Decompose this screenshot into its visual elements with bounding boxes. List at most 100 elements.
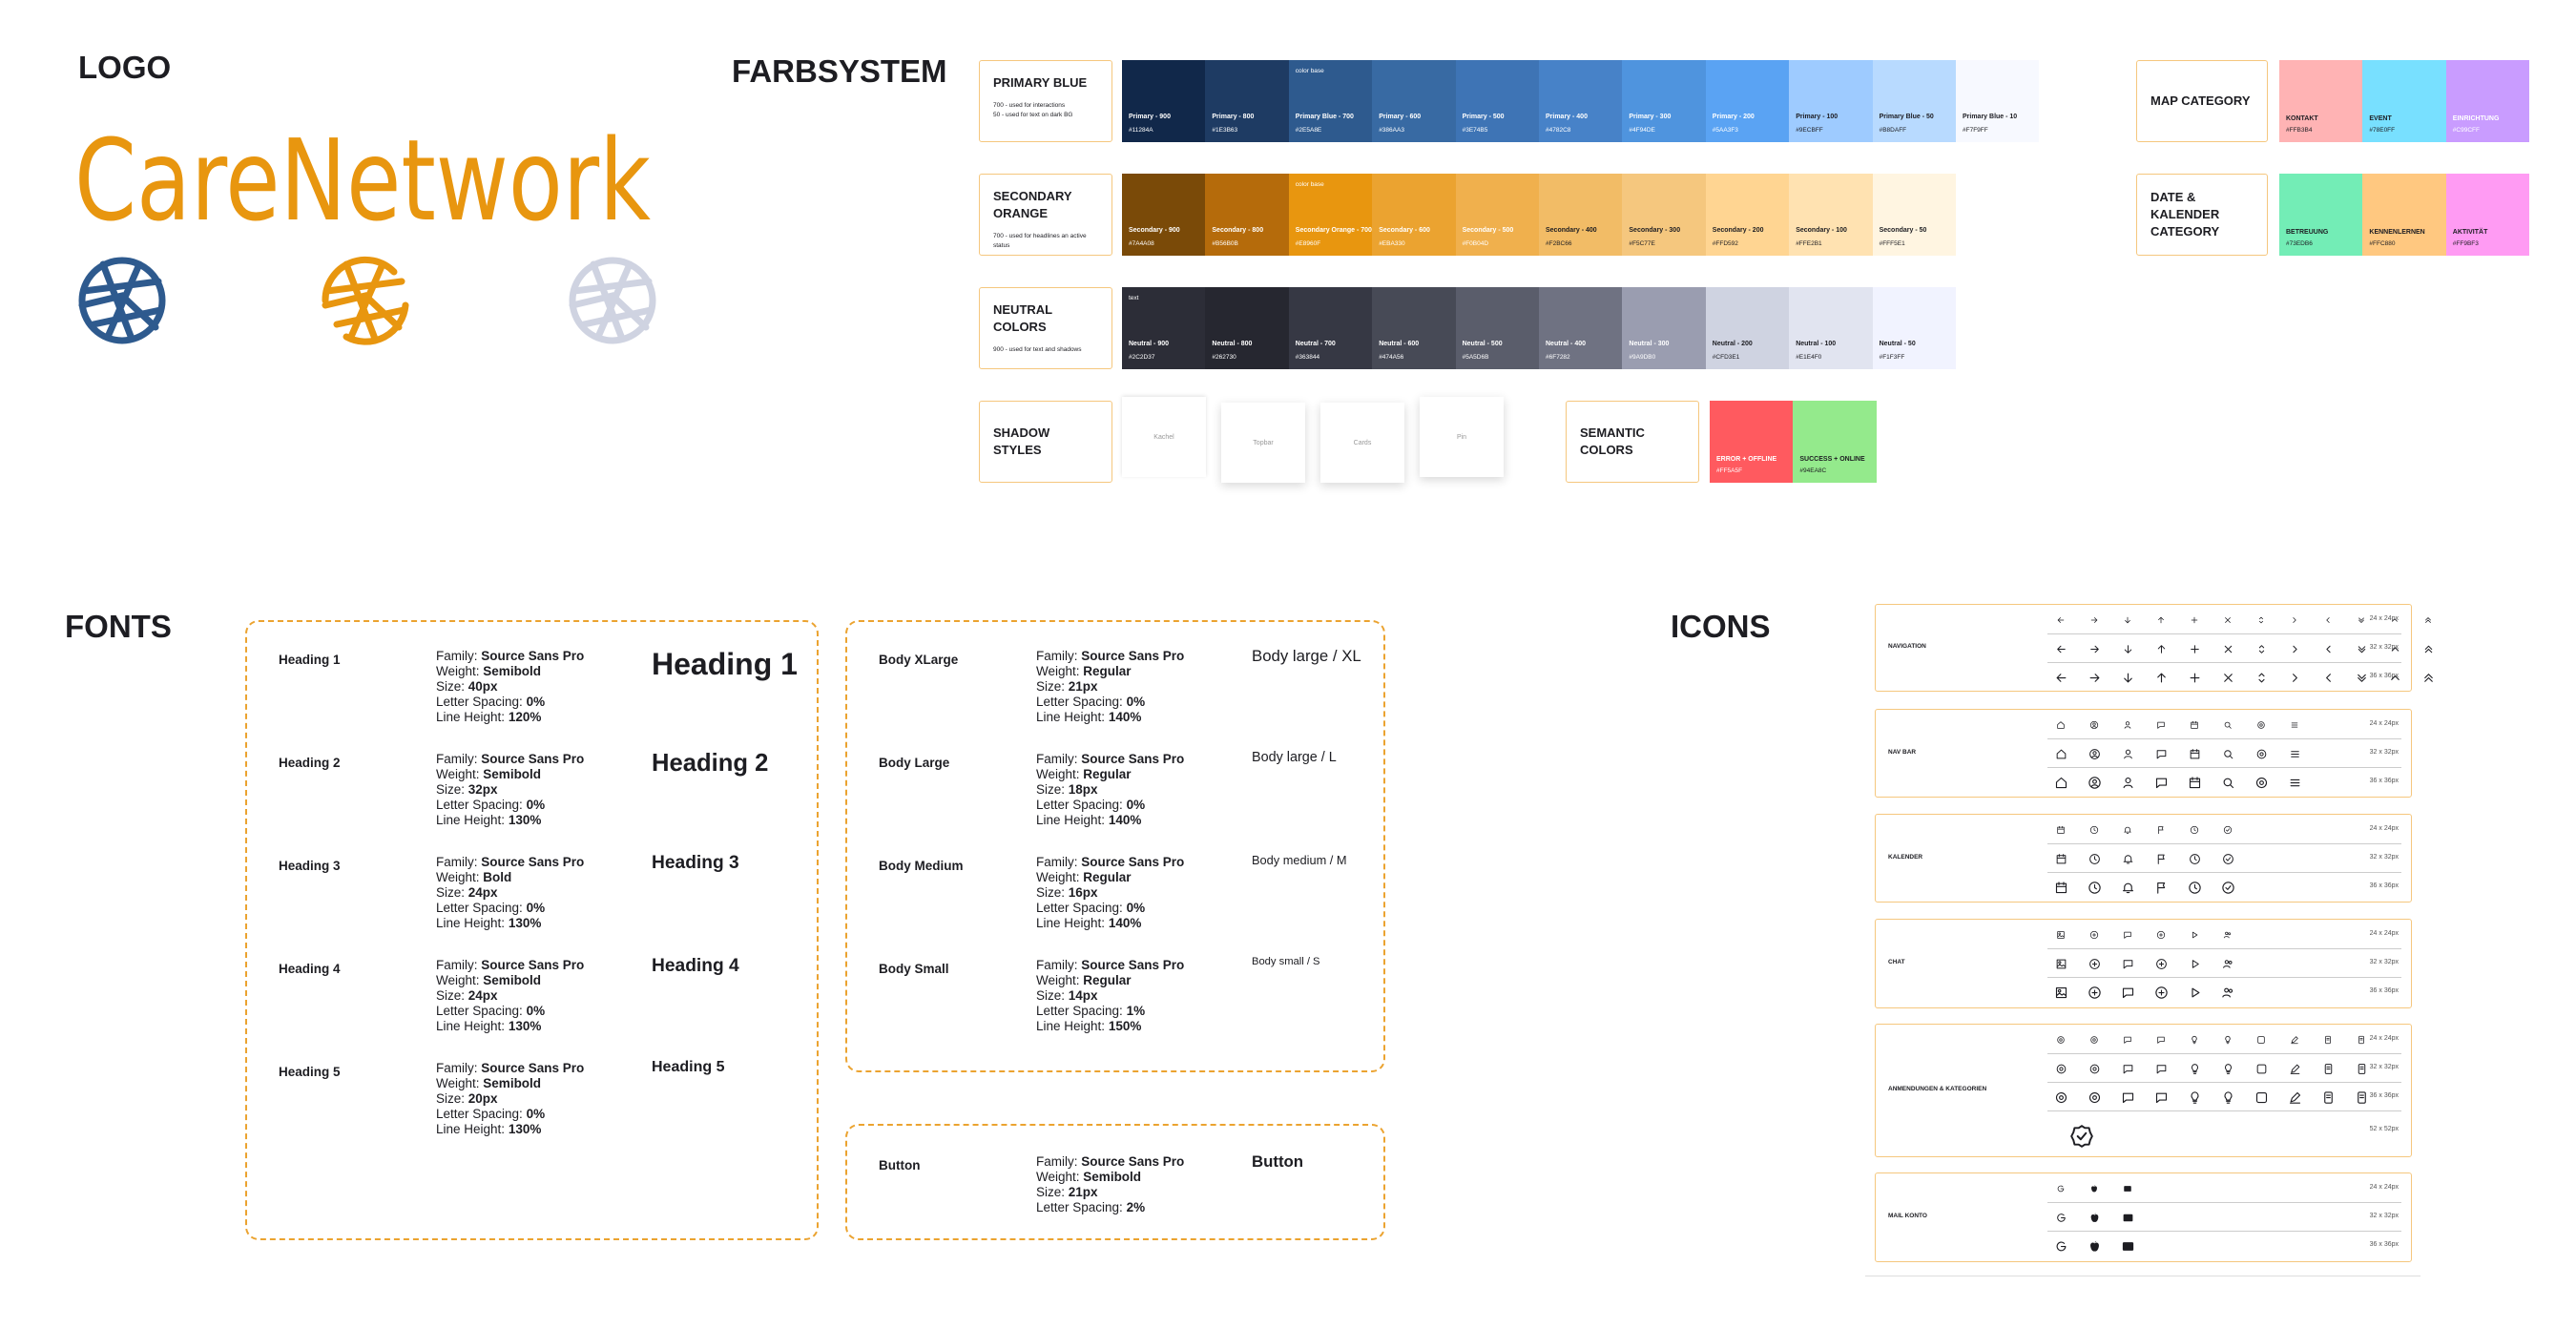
icon-group-label: NAV BAR — [1888, 748, 1917, 756]
icon-shape — [2323, 1090, 2333, 1104]
icon — [2191, 987, 2199, 997]
icon — [2291, 722, 2298, 728]
swatch: Secondary - 300 #F5C77E — [1622, 174, 1706, 256]
swatch-tag: color base — [1295, 68, 1324, 74]
spec-label: Letter Spacing: — [1036, 901, 1123, 915]
icon-shape — [2191, 987, 2199, 997]
spec-value: Regular — [1083, 973, 1132, 987]
icon — [2358, 617, 2364, 623]
icon — [2055, 1091, 2067, 1103]
section-title: FARBSYSTEM — [732, 53, 947, 89]
icon — [2056, 1213, 2066, 1222]
spec-value: 0% — [526, 798, 546, 812]
spec-value: 40px — [467, 679, 498, 694]
icon — [2158, 826, 2164, 835]
icon-shape — [2154, 986, 2168, 999]
spec-line: Size: 14px — [1036, 988, 1184, 1004]
size-label: 24 x 24px — [2369, 720, 2399, 727]
swatch-hex: #F0B04D — [1462, 240, 1489, 247]
spec-line: Family: Source Sans Pro — [436, 649, 584, 664]
swatch-hex: #2C2D37 — [1129, 354, 1155, 361]
icon-shape — [2156, 882, 2165, 894]
size-label: 24 x 24px — [2369, 930, 2399, 937]
spec-value: Source Sans Pro — [481, 958, 585, 972]
icon-shape — [2125, 616, 2130, 624]
swatch-hex: #B8DAFF — [1879, 127, 1907, 134]
icon — [2221, 881, 2234, 894]
icon — [2088, 853, 2100, 864]
swatch-hex: #FFB3B4 — [2286, 127, 2313, 134]
spec-label: Line Height: — [1036, 813, 1106, 827]
swatch-hex: #E1E4F0 — [1796, 354, 1822, 361]
swatch-hex: #C99CFF — [2452, 127, 2480, 134]
spec-line: Family: Source Sans Pro — [1036, 649, 1184, 664]
swatch-hex: #CFD3E1 — [1712, 354, 1740, 361]
swatch-hex: #F2BC66 — [1546, 240, 1572, 247]
icon-shape — [2056, 673, 2066, 682]
spec-value: Semibold — [483, 664, 542, 678]
icon-shape — [2423, 673, 2433, 682]
icon — [2291, 1036, 2298, 1045]
font-specs: Family: Source Sans Pro Weight: Semibold S… — [436, 1061, 584, 1137]
swatch-name: AKTIVITÄT — [2452, 229, 2488, 236]
icon — [2191, 720, 2198, 729]
icon-shape — [2189, 776, 2200, 788]
icon — [2257, 1036, 2265, 1044]
icon — [2223, 778, 2233, 788]
icon — [2222, 959, 2233, 968]
icon — [2190, 1090, 2199, 1104]
swatch: Secondary - 600 #EBA330 — [1372, 174, 1456, 256]
spec-value: 2% — [1126, 1200, 1146, 1214]
icon-shape — [2124, 1186, 2131, 1192]
row-line — [2047, 633, 2401, 634]
icon — [2056, 749, 2066, 758]
swatch-hex: #6F7282 — [1546, 354, 1570, 361]
font-specs: Family: Source Sans Pro Weight: Regular Si… — [1036, 752, 1184, 828]
spec-label: Letter Spacing: — [1036, 1004, 1123, 1018]
spec-line: Weight: Semibold — [436, 973, 584, 988]
spec-value: 20px — [467, 1091, 498, 1106]
spec-value: Source Sans Pro — [481, 1061, 585, 1075]
font-panel: Heading 1 Family: Source Sans Pro Weight: … — [245, 620, 819, 1240]
icon — [2325, 645, 2331, 653]
label: PRIMARY BLUE — [993, 75, 1088, 90]
swatch-name: Neutral - 800 — [1212, 341, 1253, 347]
spec-label: Family: — [1036, 752, 1078, 766]
swatch: Secondary - 100 #FFE2B1 — [1789, 174, 1873, 256]
icon-shape — [2088, 853, 2100, 864]
spec-line: Line Height: 130% — [436, 813, 584, 828]
icon — [2224, 721, 2232, 729]
note: 50 - used for text on dark BG — [993, 112, 1073, 118]
font-specs: Family: Source Sans Pro Weight: Semibold S… — [436, 752, 584, 828]
swatch: Primary - 400 #4782C8 — [1539, 60, 1623, 142]
spec-label: Weight: — [436, 664, 480, 678]
spec-label: Family: — [436, 1061, 478, 1075]
swatch: Neutral - 700 #363844 — [1288, 287, 1373, 369]
size-label: 24 x 24px — [2369, 615, 2399, 622]
icon-shape — [2122, 1092, 2133, 1103]
label-box: MAP CATEGORY — [2136, 60, 2268, 142]
spec-line: Family: Source Sans Pro — [436, 1061, 584, 1076]
icon-shape — [2156, 930, 2166, 940]
label-box: SEMANTIC COLORS — [1566, 401, 1699, 483]
swatch: ERROR + OFFLINE #FF5A5F — [1710, 401, 1794, 483]
swatch-hex: #FF9BF3 — [2452, 240, 2479, 247]
icon — [2055, 986, 2067, 998]
icon — [2424, 645, 2432, 653]
spec-line: Family: Source Sans Pro — [1036, 855, 1184, 870]
icon — [2293, 617, 2296, 623]
spec-line: Line Height: 130% — [436, 1122, 584, 1137]
font-specs: Family: Source Sans Pro Weight: Semibold S… — [1036, 1154, 1184, 1215]
font-sample: Body medium / M — [1252, 853, 1347, 867]
spec-label: Line Height: — [436, 1019, 506, 1033]
icon — [2122, 987, 2133, 998]
icon — [2191, 616, 2198, 624]
icon — [2325, 673, 2331, 682]
icon — [2189, 776, 2200, 788]
label: DATE & KALENDER CATEGORY — [2150, 190, 2220, 239]
icon-shape — [2190, 748, 2199, 758]
row-line — [2047, 843, 2401, 844]
icon-shape — [2158, 616, 2164, 624]
shadow-card: Kachel — [1122, 397, 1206, 477]
icon-shape — [2290, 1064, 2299, 1074]
